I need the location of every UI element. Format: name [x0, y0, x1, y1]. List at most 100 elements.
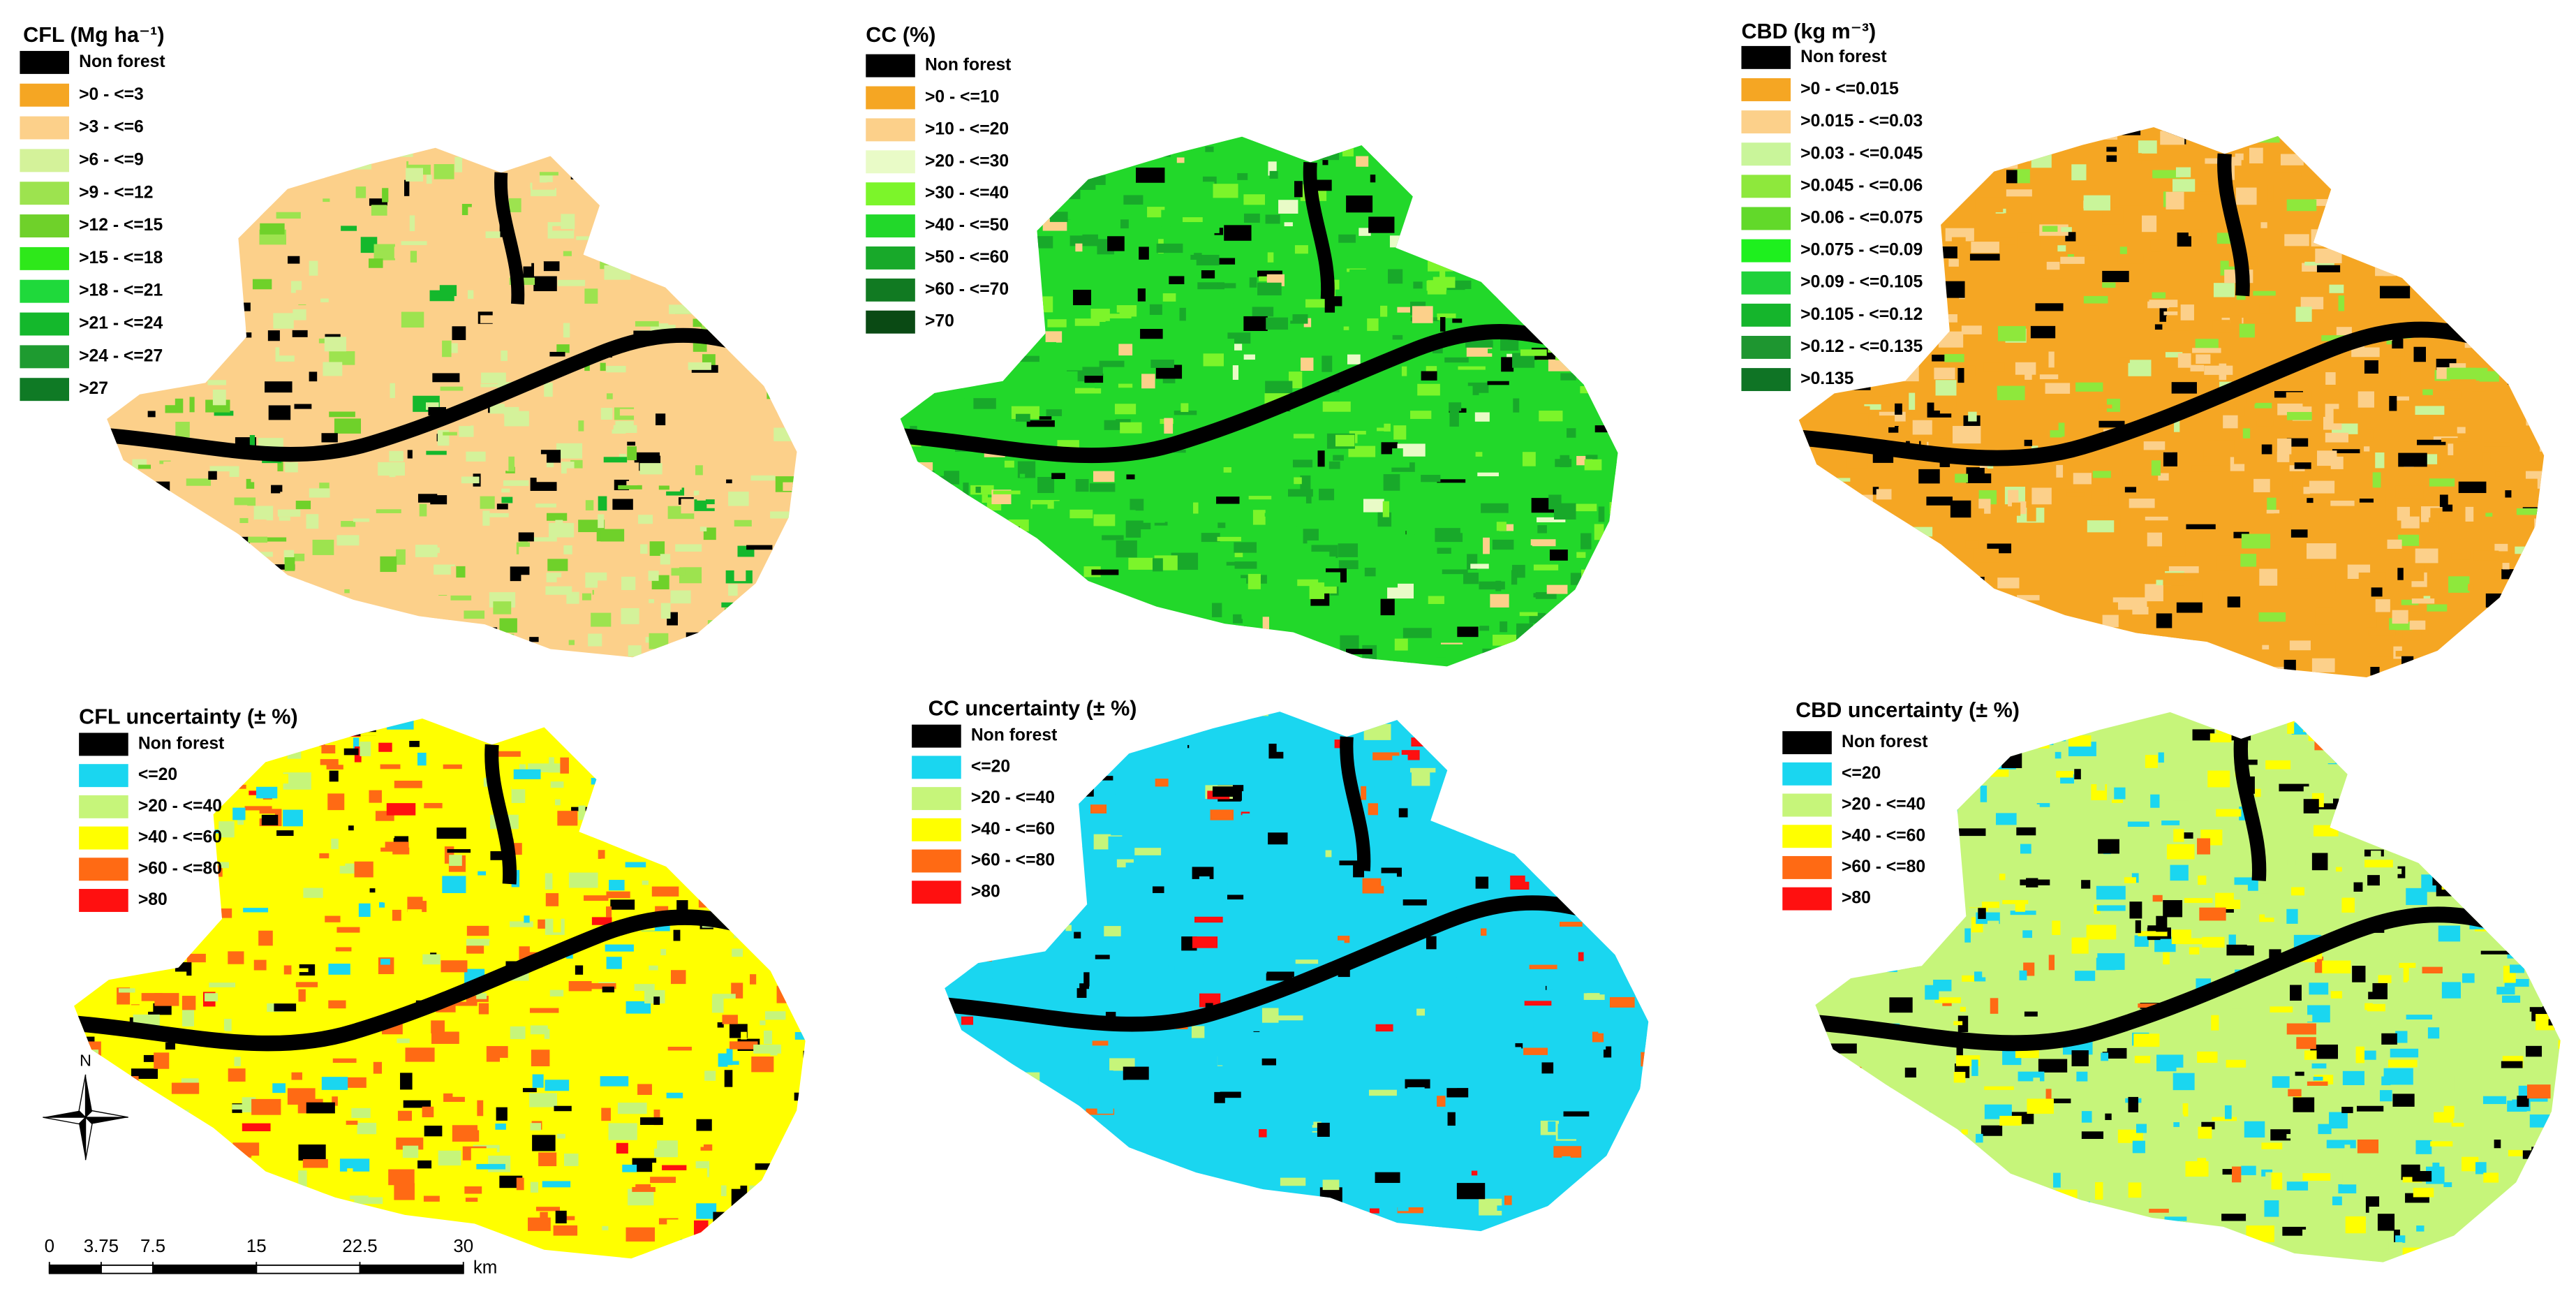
- texture-patch: [536, 473, 564, 483]
- texture-patch: [353, 737, 360, 753]
- texture-patch: [2282, 1226, 2307, 1236]
- texture-patch: [2408, 783, 2433, 800]
- texture-patch: [1190, 489, 1203, 503]
- texture-patch: [1046, 1159, 1072, 1171]
- texture-patch: [1108, 836, 1123, 851]
- texture-patch: [1557, 265, 1572, 279]
- texture-patch: [698, 442, 726, 454]
- texture-patch: [1093, 471, 1115, 483]
- texture-patch: [1584, 969, 1594, 977]
- texture-patch: [698, 899, 725, 908]
- texture-patch: [1918, 469, 1940, 484]
- texture-patch: [2293, 1097, 2315, 1112]
- texture-patch: [1465, 340, 1493, 348]
- texture-patch: [2212, 1117, 2237, 1121]
- texture-patch: [1174, 410, 1199, 415]
- texture-patch: [2511, 766, 2539, 781]
- texture-patch: [1618, 1214, 1628, 1230]
- texture-patch: [312, 539, 334, 555]
- texture-patch: [107, 527, 131, 544]
- texture-patch: [268, 405, 291, 420]
- texture-patch: [619, 229, 648, 238]
- texture-patch: [447, 849, 471, 853]
- texture-patch: [545, 873, 553, 890]
- legend-label: >0 - <=0.015: [1800, 80, 1899, 98]
- texture-patch: [1104, 1161, 1131, 1170]
- texture-patch: [1504, 1184, 1513, 1189]
- texture-patch: [2501, 569, 2519, 580]
- texture-patch: [1622, 775, 1636, 786]
- texture-patch: [368, 1213, 381, 1221]
- texture-patch: [2143, 441, 2166, 450]
- texture-patch: [2448, 443, 2454, 455]
- texture-patch: [2464, 330, 2485, 348]
- texture-patch: [1889, 662, 1911, 667]
- texture-patch: [1205, 146, 1214, 152]
- texture-patch: [1525, 1239, 1545, 1246]
- texture-patch: [1601, 1188, 1630, 1199]
- texture-patch: [772, 1170, 780, 1181]
- texture-patch: [2447, 207, 2477, 214]
- texture-patch: [1510, 875, 1530, 890]
- texture-patch: [1876, 489, 1892, 500]
- texture-patch: [720, 845, 739, 850]
- texture-patch: [327, 793, 345, 811]
- texture-patch: [951, 272, 973, 278]
- texture-patch: [2415, 1140, 2432, 1154]
- texture-patch: [1625, 502, 1634, 513]
- texture-patch: [1309, 582, 1325, 599]
- texture-patch: [1319, 152, 1340, 161]
- texture-patch: [2161, 820, 2180, 825]
- texture-patch: [2441, 290, 2455, 306]
- texture-patch: [2492, 793, 2512, 800]
- texture-patch: [645, 1139, 658, 1149]
- texture-patch: [1086, 922, 1095, 930]
- texture-patch: [2535, 385, 2545, 400]
- texture-patch: [1213, 196, 1226, 200]
- texture-patch: [2212, 320, 2230, 333]
- texture-patch: [734, 568, 746, 582]
- texture-patch: [434, 661, 455, 667]
- texture-patch: [1317, 1122, 1330, 1138]
- texture-patch: [626, 480, 638, 486]
- texture-patch: [1595, 1223, 1615, 1227]
- texture-patch: [2207, 770, 2230, 788]
- texture-patch: [1413, 1239, 1435, 1244]
- scale-segment: [100, 1264, 154, 1274]
- texture-patch: [378, 462, 406, 476]
- texture-patch: [993, 490, 1021, 494]
- texture-patch: [978, 565, 988, 572]
- texture-patch: [2494, 277, 2504, 286]
- texture-patch: [520, 751, 549, 764]
- texture-patch: [2545, 461, 2563, 473]
- texture-patch: [2401, 599, 2419, 605]
- legend-swatch: [1741, 110, 1791, 134]
- texture-patch: [336, 719, 351, 731]
- texture-patch: [1346, 476, 1359, 480]
- texture-patch: [1428, 258, 1438, 267]
- texture-patch: [214, 180, 242, 187]
- texture-patch: [477, 192, 482, 207]
- texture-patch: [1268, 770, 1286, 776]
- texture-patch: [1579, 756, 1585, 766]
- texture-patch: [182, 996, 196, 1010]
- texture-patch: [347, 1168, 353, 1179]
- texture-patch: [1533, 1124, 1541, 1139]
- texture-patch: [285, 462, 298, 473]
- texture-patch: [480, 315, 508, 323]
- texture-patch: [141, 993, 163, 1001]
- texture-patch: [2473, 316, 2491, 325]
- texture-patch: [1149, 304, 1162, 315]
- texture-patch: [1279, 313, 1293, 321]
- texture-patch: [2468, 584, 2474, 591]
- texture-patch: [2304, 1050, 2317, 1060]
- texture-patch: [1004, 1060, 1025, 1070]
- texture-patch: [1242, 663, 1263, 667]
- texture-patch: [2246, 1225, 2274, 1242]
- texture-patch: [967, 591, 988, 601]
- texture-patch: [1157, 972, 1177, 984]
- texture-patch: [1042, 640, 1050, 647]
- texture-patch: [1146, 147, 1171, 157]
- texture-patch: [384, 1073, 401, 1084]
- texture-patch: [671, 568, 686, 576]
